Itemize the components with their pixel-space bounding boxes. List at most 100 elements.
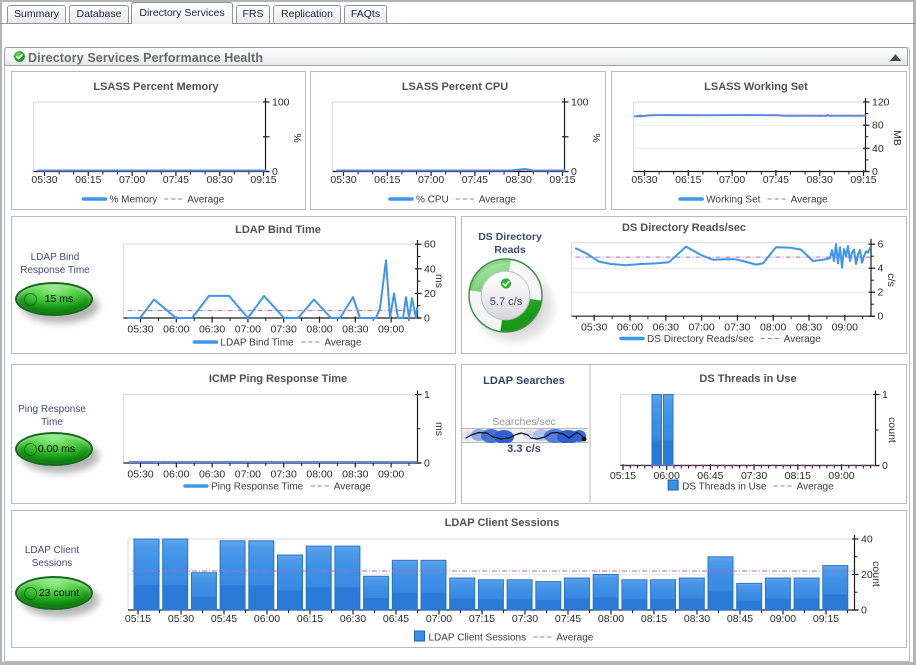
svg-text:05:30: 05:30	[631, 174, 657, 186]
svg-text:1: 1	[424, 389, 430, 401]
svg-text:05:30: 05:30	[168, 613, 194, 625]
svg-text:100: 100	[571, 97, 589, 109]
svg-text:06:30: 06:30	[653, 322, 679, 334]
svg-text:80: 80	[872, 120, 884, 132]
svg-text:06:00: 06:00	[617, 322, 643, 334]
svg-text:06:45: 06:45	[383, 613, 409, 625]
svg-text:07:00: 07:00	[418, 174, 444, 186]
svg-text:07:15: 07:15	[469, 613, 495, 625]
svg-text:07:30: 07:30	[271, 324, 297, 336]
svg-text:06:30: 06:30	[199, 469, 225, 481]
svg-text:LDAP Bind Time: LDAP Bind Time	[235, 224, 321, 236]
svg-text:LDAP Client Sessions: LDAP Client Sessions	[445, 517, 560, 529]
svg-text:count: count	[886, 417, 898, 443]
svg-text:0: 0	[424, 313, 430, 325]
svg-text:09:15: 09:15	[549, 174, 575, 186]
svg-text:07:30: 07:30	[271, 469, 297, 481]
svg-text:0: 0	[272, 166, 278, 178]
svg-text:05:30: 05:30	[581, 322, 607, 334]
svg-text:07:00: 07:00	[688, 322, 714, 334]
svg-text:6: 6	[878, 239, 884, 251]
svg-text:%: %	[590, 133, 602, 142]
svg-text:60: 60	[424, 239, 436, 251]
svg-text:08:30: 08:30	[684, 613, 710, 625]
svg-text:Average: Average	[324, 338, 362, 349]
svg-text:07:00: 07:00	[426, 613, 452, 625]
svg-text:06:15: 06:15	[75, 174, 101, 186]
svg-text:06:00: 06:00	[163, 324, 189, 336]
svg-text:08:30: 08:30	[506, 174, 532, 186]
svg-text:LDAP Bind Time: LDAP Bind Time	[220, 338, 294, 349]
svg-text:DS Threads in Use: DS Threads in Use	[682, 482, 767, 493]
svg-text:ICMP Ping Response Time: ICMP Ping Response Time	[209, 373, 347, 385]
svg-text:05:30: 05:30	[31, 174, 57, 186]
svg-text:07:00: 07:00	[235, 324, 261, 336]
svg-text:06:30: 06:30	[199, 324, 225, 336]
svg-text:count: count	[870, 561, 882, 587]
svg-text:08:30: 08:30	[807, 174, 833, 186]
svg-text:07:30: 07:30	[724, 322, 750, 334]
svg-text:08:00: 08:00	[306, 324, 332, 336]
svg-text:08:30: 08:30	[207, 174, 233, 186]
svg-text:07:00: 07:00	[119, 174, 145, 186]
svg-text:20: 20	[424, 288, 436, 300]
svg-text:09:15: 09:15	[250, 174, 276, 186]
svg-text:09:00: 09:00	[832, 322, 858, 334]
svg-text:Average: Average	[797, 482, 835, 493]
svg-text:07:45: 07:45	[163, 174, 189, 186]
svg-text:06:00: 06:00	[654, 470, 680, 482]
svg-text:Average: Average	[556, 633, 594, 644]
svg-text:Working Set: Working Set	[706, 195, 761, 206]
svg-text:20: 20	[861, 569, 873, 581]
svg-text:2: 2	[878, 287, 884, 299]
svg-text:09:15: 09:15	[813, 613, 839, 625]
svg-text:05:30: 05:30	[127, 324, 153, 336]
svg-text:05:15: 05:15	[610, 470, 636, 482]
svg-text:ms: ms	[433, 274, 445, 288]
svg-text:0: 0	[878, 311, 884, 323]
svg-text:DS Directory Reads/sec: DS Directory Reads/sec	[647, 334, 754, 345]
svg-text:06:30: 06:30	[340, 613, 366, 625]
svg-text:05:30: 05:30	[330, 174, 356, 186]
svg-text:0: 0	[882, 460, 888, 472]
svg-text:08:30: 08:30	[796, 322, 822, 334]
svg-text:MB: MB	[891, 130, 903, 146]
svg-text:ms: ms	[433, 422, 445, 436]
svg-text:08:30: 08:30	[342, 324, 368, 336]
svg-text:07:00: 07:00	[235, 469, 261, 481]
svg-text:40: 40	[424, 263, 436, 275]
svg-text:Average: Average	[187, 195, 225, 206]
svg-text:08:30: 08:30	[342, 469, 368, 481]
svg-text:c/s: c/s	[885, 273, 897, 286]
svg-text:Average: Average	[334, 482, 372, 493]
svg-text:06:00: 06:00	[254, 613, 280, 625]
svg-text:LDAP Client Sessions: LDAP Client Sessions	[428, 633, 526, 644]
svg-text:Ping Response Time: Ping Response Time	[211, 482, 304, 493]
svg-text:06:15: 06:15	[297, 613, 323, 625]
svg-text:09:15: 09:15	[850, 174, 876, 186]
svg-text:07:00: 07:00	[719, 174, 745, 186]
svg-text:07:30: 07:30	[741, 470, 767, 482]
svg-text:08:15: 08:15	[785, 470, 811, 482]
svg-text:3.3 c/s: 3.3 c/s	[507, 443, 541, 455]
svg-text:0: 0	[571, 166, 577, 178]
svg-text:LSASS Percent CPU: LSASS Percent CPU	[402, 81, 508, 93]
svg-text:4: 4	[878, 263, 884, 275]
svg-text:0: 0	[424, 458, 430, 470]
svg-text:06:00: 06:00	[163, 469, 189, 481]
svg-text:0: 0	[861, 605, 867, 617]
svg-text:Average: Average	[784, 334, 822, 345]
svg-text:1: 1	[882, 389, 888, 401]
svg-text:05:15: 05:15	[125, 613, 151, 625]
svg-text:DS Threads in Use: DS Threads in Use	[699, 373, 796, 385]
svg-text:07:30: 07:30	[512, 613, 538, 625]
svg-text:LSASS Working Set: LSASS Working Set	[704, 81, 808, 93]
svg-text:Average: Average	[791, 195, 829, 206]
svg-text:0: 0	[872, 166, 878, 178]
svg-text:40: 40	[872, 143, 884, 155]
svg-text:% Memory: % Memory	[109, 195, 157, 206]
svg-text:LDAP Searches: LDAP Searches	[483, 375, 565, 387]
svg-text:06:15: 06:15	[374, 174, 400, 186]
svg-text:LSASS Percent Memory: LSASS Percent Memory	[93, 81, 219, 93]
svg-text:07:45: 07:45	[763, 174, 789, 186]
